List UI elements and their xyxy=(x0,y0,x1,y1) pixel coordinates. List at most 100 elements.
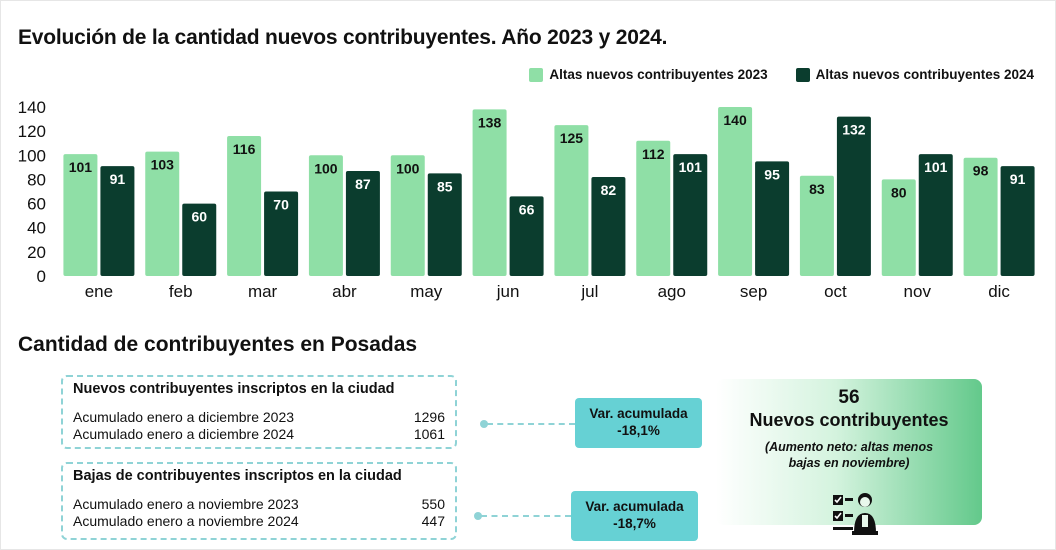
bar-data-label: 101 xyxy=(69,159,93,175)
var-label: Var. acumulada xyxy=(589,406,688,421)
x-tick-label: nov xyxy=(904,282,932,301)
y-tick-label: 120 xyxy=(18,122,46,141)
bar-2024 xyxy=(100,166,135,276)
legend-swatch-2024 xyxy=(795,67,810,82)
chart-title: Evolución de la cantidad nuevos contribu… xyxy=(18,26,668,49)
row-label: Acumulado enero a noviembre 2024 xyxy=(73,513,299,529)
bar-2024 xyxy=(182,203,217,276)
bar-2023 xyxy=(718,107,753,276)
row-value: 1296 xyxy=(413,409,445,425)
row-value: 550 xyxy=(421,496,445,512)
y-tick-label: 100 xyxy=(18,146,46,165)
x-tick-label: may xyxy=(410,282,443,301)
bar-data-label: 98 xyxy=(973,163,989,179)
x-tick-label: abr xyxy=(332,282,357,301)
y-tick-label: 0 xyxy=(37,267,46,286)
bar-data-label: 100 xyxy=(314,160,338,176)
bar-data-label: 112 xyxy=(642,146,665,162)
var-box-bajas: Var. acumulada -18,7% xyxy=(571,491,698,541)
bar-2023 xyxy=(963,157,998,276)
x-tick-label: feb xyxy=(169,282,193,301)
y-tick-label: 80 xyxy=(27,170,46,189)
bar-2024 xyxy=(836,116,871,277)
x-tick-label: ago xyxy=(658,282,686,301)
bar-2023 xyxy=(636,140,671,276)
bar-data-label: 66 xyxy=(519,201,535,217)
bar-data-label: 60 xyxy=(191,209,207,225)
bar-2023 xyxy=(472,109,507,277)
x-tick-label: mar xyxy=(248,282,278,301)
legend-swatch-2023 xyxy=(529,67,544,82)
var-box-nuevos: Var. acumulada -18,1% xyxy=(575,398,702,448)
bar-2023 xyxy=(881,179,916,276)
bar-2024 xyxy=(345,170,380,276)
row-value: 447 xyxy=(421,513,445,529)
var-label: Var. acumulada xyxy=(585,499,684,514)
bar-data-label: 80 xyxy=(891,184,907,200)
net-note: (Aumento neto: altas menos bajas en novi… xyxy=(764,440,934,470)
bar-2023 xyxy=(145,151,180,276)
nuevos-box-title: Nuevos contribuyentes inscriptos en la c… xyxy=(73,381,395,397)
bar-data-label: 103 xyxy=(151,157,175,173)
bajas-box: Bajas de contribuyentes inscriptos en la… xyxy=(61,462,457,540)
bar-data-label: 70 xyxy=(273,197,289,213)
row-label: Acumulado enero a diciembre 2024 xyxy=(73,426,295,442)
bar-2024 xyxy=(264,191,299,276)
var-value: -18,1% xyxy=(617,423,660,438)
net-number: 56 xyxy=(838,387,860,408)
bar-data-label: 116 xyxy=(233,141,256,157)
bar-2024 xyxy=(918,154,953,276)
y-tick-label: 20 xyxy=(27,243,46,262)
bar-data-label: 101 xyxy=(679,159,703,175)
bar-data-label: 82 xyxy=(601,182,617,198)
x-tick-label: jun xyxy=(496,282,520,301)
y-tick-label: 40 xyxy=(27,219,46,238)
bajas-row-2024: Acumulado enero a noviembre 2024 447 xyxy=(73,513,445,530)
bar-data-label: 85 xyxy=(437,178,453,194)
x-tick-label: oct xyxy=(824,282,847,301)
x-tick-label: jul xyxy=(580,282,598,301)
bar-2024 xyxy=(427,173,462,276)
bajas-row-2023: Acumulado enero a noviembre 2023 550 xyxy=(73,496,445,513)
row-label: Acumulado enero a noviembre 2023 xyxy=(73,496,299,512)
bar-data-label: 140 xyxy=(723,112,747,128)
bajas-box-title: Bajas de contribuyentes inscriptos en la… xyxy=(73,468,402,484)
bar-data-label: 91 xyxy=(110,171,126,187)
legend-item-2023: Altas nuevos contribuyentes 2023 xyxy=(529,67,768,82)
bar-data-label: 95 xyxy=(764,166,780,182)
connector-dot xyxy=(480,420,488,428)
x-tick-label: dic xyxy=(988,282,1010,301)
bar-2023 xyxy=(554,125,589,276)
bar-2023 xyxy=(799,175,834,276)
legend-label-2023: Altas nuevos contribuyentes 2023 xyxy=(549,67,768,82)
bar-data-label: 87 xyxy=(355,176,371,192)
section-title: Cantidad de contribuyentes en Posadas xyxy=(18,333,418,356)
connector-line xyxy=(481,515,571,517)
checklist-person-icon xyxy=(833,493,878,535)
row-value: 1061 xyxy=(413,426,445,442)
bar-chart: 0 20 40 60 80 100 120 140 101 91 ene 103 60 feb 116 70 m… xyxy=(18,98,1035,301)
bar-2024 xyxy=(755,161,790,276)
bar-2023 xyxy=(390,155,425,276)
nuevos-row-2024: Acumulado enero a diciembre 2024 1061 xyxy=(73,426,445,443)
nuevos-box: Nuevos contribuyentes inscriptos en la c… xyxy=(61,375,457,449)
bar-data-label: 125 xyxy=(560,130,584,146)
row-label: Acumulado enero a diciembre 2023 xyxy=(73,409,295,425)
bar-2024 xyxy=(509,196,544,276)
var-value: -18,7% xyxy=(613,516,656,531)
nuevos-row-2023: Acumulado enero a diciembre 2023 1296 xyxy=(73,409,445,426)
y-tick-label: 140 xyxy=(18,98,46,117)
bar-2024 xyxy=(1000,166,1035,276)
bar-data-label: 138 xyxy=(478,114,502,130)
bar-2023 xyxy=(63,154,98,276)
bar-2023 xyxy=(308,155,343,276)
chart-legend: Altas nuevos contribuyentes 2023 Altas n… xyxy=(529,67,1034,82)
bar-2023 xyxy=(227,135,262,276)
net-new-contributors-box: 56 Nuevos contribuyentes (Aumento neto: … xyxy=(716,379,982,535)
connector-dot xyxy=(474,512,482,520)
bar-data-label: 101 xyxy=(924,159,948,175)
bar-data-label: 91 xyxy=(1010,171,1026,187)
bar-2024 xyxy=(673,154,708,276)
net-label: Nuevos contribuyentes xyxy=(749,410,949,430)
bar-2024 xyxy=(591,177,626,276)
